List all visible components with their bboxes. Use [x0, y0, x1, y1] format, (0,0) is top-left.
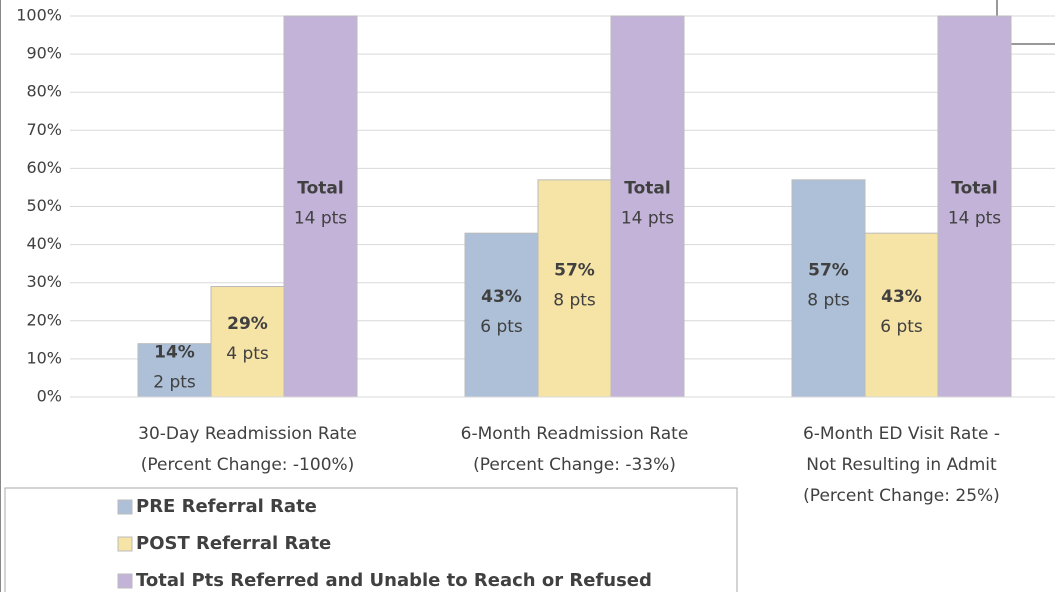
bar — [864, 232, 939, 398]
y-tick-label: 30% — [26, 272, 62, 291]
value-label: 43% — [481, 287, 522, 307]
value-label: Total — [951, 179, 997, 199]
x-tick-label: Not Resulting in Admit — [806, 455, 997, 475]
point-label: 14 pts — [948, 209, 1001, 229]
value-label: 14% — [154, 342, 195, 362]
value-label: 57% — [554, 260, 595, 280]
legend-label: PRE Referral Rate — [136, 496, 317, 517]
y-tick-label: 70% — [26, 120, 62, 139]
x-tick-label: 6-Month ED Visit Rate - — [803, 424, 1000, 444]
bar — [283, 15, 358, 398]
y-tick-label: 0% — [37, 387, 62, 406]
bar — [791, 179, 866, 398]
point-label: 8 pts — [553, 290, 596, 310]
y-tick-label: 80% — [26, 82, 62, 101]
point-label: 4 pts — [226, 344, 269, 364]
point-label: 6 pts — [480, 317, 523, 337]
point-label: 14 pts — [294, 209, 347, 229]
y-tick-label: 90% — [26, 44, 62, 63]
bar — [610, 15, 685, 398]
point-label: 6 pts — [880, 317, 923, 337]
bar — [937, 15, 1012, 398]
x-tick-label: 6-Month Readmission Rate — [461, 424, 689, 444]
value-label: 29% — [227, 314, 268, 334]
value-label: Total — [624, 179, 670, 199]
bar — [210, 286, 285, 398]
legend-swatch — [117, 499, 133, 515]
y-tick-label: 40% — [26, 234, 62, 253]
y-tick-label: 100% — [16, 6, 62, 25]
point-label: 2 pts — [153, 372, 196, 392]
y-tick-label: 20% — [26, 310, 62, 329]
legend-swatch — [117, 573, 133, 589]
bar — [137, 343, 212, 398]
x-tick-label: (Percent Change: -100%) — [141, 455, 355, 475]
y-tick-label: 10% — [26, 348, 62, 367]
y-tick-label: 60% — [26, 158, 62, 177]
x-tick-label: (Percent Change: -33%) — [473, 455, 676, 475]
x-tick-label: 30-Day Readmission Rate — [138, 424, 357, 444]
value-label: 57% — [808, 260, 849, 280]
value-label: 43% — [881, 287, 922, 307]
legend-label: POST Referral Rate — [136, 533, 331, 554]
value-label: Total — [297, 179, 343, 199]
legend-label: Total Pts Referred and Unable to Reach o… — [136, 570, 652, 591]
x-tick-label: (Percent Change: 25%) — [803, 486, 1000, 506]
bar — [464, 232, 539, 398]
point-label: 14 pts — [621, 209, 674, 229]
legend-swatch — [117, 536, 133, 552]
y-tick-label: 50% — [26, 196, 62, 215]
point-label: 8 pts — [807, 290, 850, 310]
bar — [537, 179, 612, 398]
